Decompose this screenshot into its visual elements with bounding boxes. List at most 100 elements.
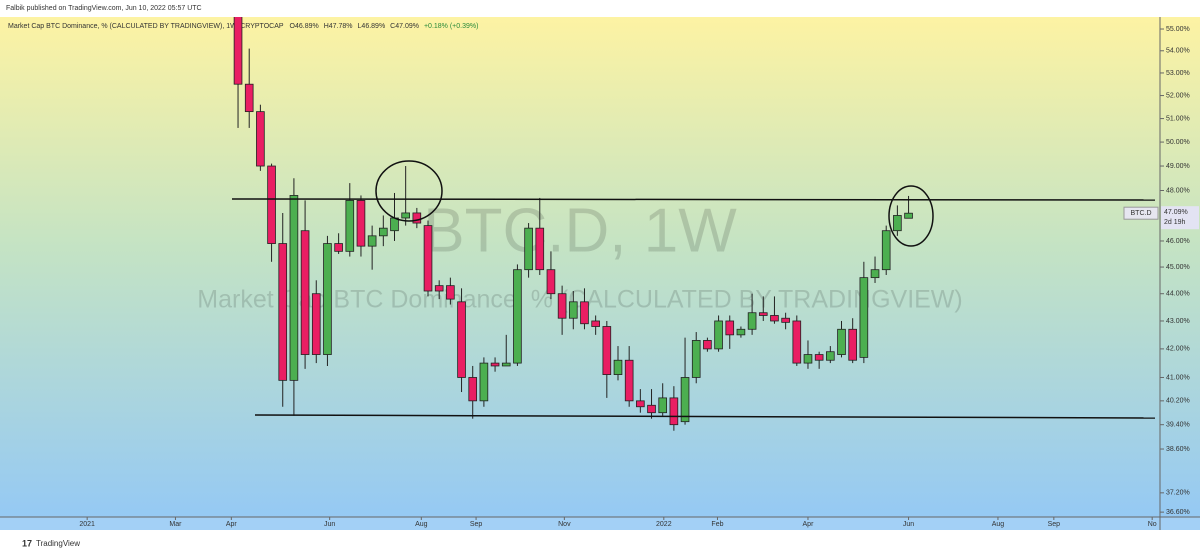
candle-body: [859, 277, 869, 358]
y-tick-label: 53.00%: [1166, 70, 1190, 77]
y-tick-label: 41.00%: [1166, 374, 1190, 381]
x-tick-label: Sep: [470, 521, 483, 528]
candle-body: [278, 243, 288, 381]
legend-value: O46.89%: [290, 23, 319, 30]
x-tick-label: Apr: [226, 521, 238, 528]
x-tick-label: Aug: [415, 521, 428, 528]
candle-body: [311, 293, 321, 355]
y-tick-label: 37.20%: [1166, 490, 1190, 497]
candle-body: [591, 320, 600, 327]
candle-body: [401, 212, 410, 219]
candle-body: [747, 312, 757, 330]
candle-body: [434, 285, 444, 292]
candle-body: [658, 397, 668, 414]
candle-body: [256, 111, 265, 167]
y-tick-label: 43.00%: [1166, 318, 1190, 325]
y-tick-label: 38.60%: [1166, 446, 1190, 453]
candle-body: [446, 285, 455, 300]
candle-body: [893, 215, 902, 232]
y-tick-label: 48.00%: [1166, 187, 1190, 194]
x-tick-label: Sep: [1048, 521, 1061, 528]
support-line: [254, 414, 1156, 419]
candle-body: [423, 225, 433, 292]
candle-body: [881, 230, 891, 271]
candle-body: [289, 195, 299, 381]
time-axis: [0, 517, 1200, 530]
y-tick-label: 39.40%: [1166, 422, 1190, 429]
candle-body: [803, 354, 813, 364]
drawings: [231, 160, 1156, 419]
logo-mark: 17: [22, 538, 32, 548]
y-tick-label: 42.00%: [1166, 346, 1190, 353]
y-tick-label: 55.00%: [1166, 26, 1190, 33]
candle-body: [233, 17, 243, 85]
legend-value: +0.18% (+0.39%): [424, 23, 478, 30]
x-tick-label: Jun: [903, 521, 914, 528]
x-tick-label: Nov: [558, 521, 571, 528]
symbol-label: BTC.D: [1131, 210, 1152, 217]
candle-body: [725, 320, 735, 336]
candle-body: [323, 243, 332, 355]
y-tick-label: 44.00%: [1166, 291, 1190, 298]
legend-value: H47.78%: [324, 23, 353, 30]
x-tick-label: Apr: [803, 521, 815, 528]
candle-body: [647, 404, 656, 414]
x-tick-label: Jun: [324, 521, 335, 528]
candle-body: [490, 362, 500, 367]
y-tick-label: 36.60%: [1166, 509, 1190, 516]
price-badge: [1161, 206, 1199, 230]
candle-body: [535, 227, 545, 271]
y-tick-label: 49.00%: [1166, 163, 1190, 170]
candle-body: [636, 400, 645, 408]
candle-body: [602, 326, 612, 375]
x-tick-label: No: [1148, 521, 1157, 528]
candle-body: [703, 340, 712, 350]
candle-body: [513, 269, 522, 364]
legend-value: C47.09%: [390, 23, 419, 30]
candle-body: [870, 269, 880, 279]
plot: [233, 17, 913, 431]
candle-body: [457, 301, 466, 378]
candle-body: [826, 351, 835, 361]
y-tick-label: 46.00%: [1166, 238, 1190, 245]
candle-body: [781, 317, 790, 323]
candle-body: [814, 354, 824, 361]
candle-body: [568, 301, 578, 319]
candle-body: [580, 301, 589, 325]
candle-body: [613, 359, 623, 375]
candle-body: [412, 212, 422, 224]
candle-body: [758, 312, 768, 316]
candle-body: [837, 328, 846, 355]
candle-body: [334, 243, 343, 252]
x-tick-label: Feb: [711, 521, 723, 528]
published: Falbik published on TradingView.com, Jun…: [6, 5, 202, 12]
candle-body: [546, 269, 556, 295]
resistance-line: [231, 198, 1156, 201]
legend-title: Market Cap BTC Dominance, % (CALCULATED …: [8, 23, 284, 30]
candle-body: [770, 315, 779, 322]
candle-body: [479, 362, 489, 402]
price-label: 47.09%: [1164, 209, 1188, 216]
candle-body: [379, 227, 388, 237]
candle-body: [468, 377, 478, 402]
x-tick-label: Aug: [992, 521, 1005, 528]
candle-body: [624, 359, 634, 402]
candle-body: [680, 377, 690, 423]
symbol-badge: [1123, 206, 1159, 220]
y-tick-label: 54.00%: [1166, 48, 1190, 55]
candle-body: [736, 328, 746, 336]
candle-body: [669, 397, 679, 426]
x-tick-label: Mar: [169, 521, 182, 528]
watermark: BTC.D, 1W: [423, 196, 737, 265]
candle-body: [356, 200, 366, 247]
legend-value: L46.89%: [358, 23, 386, 30]
candle-body: [300, 230, 310, 355]
y-tick-label: 52.00%: [1166, 92, 1190, 99]
candle-body: [524, 227, 533, 271]
candle-body: [367, 235, 377, 247]
candle-body: [714, 320, 723, 350]
candle-body: [557, 293, 567, 319]
candle-body: [792, 320, 802, 364]
